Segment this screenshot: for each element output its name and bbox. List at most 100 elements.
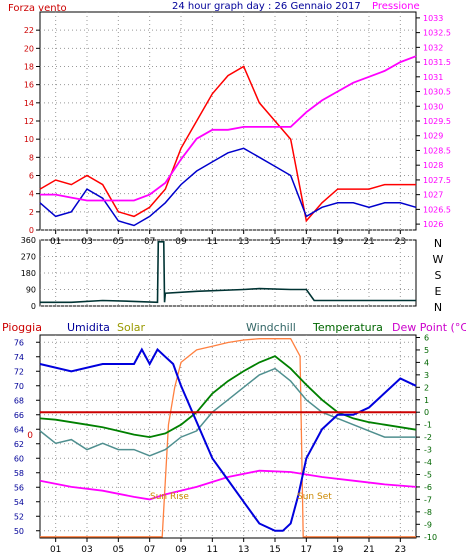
wind-tick-label: 22 [24,26,34,35]
humidity-line [39,347,417,532]
rain-zero-label: 0 [27,431,33,441]
x-tick-label: 17 [301,237,312,247]
direction-tick-label: 0 [31,302,36,311]
wind-chart: 0 2 4 6 8 10 12 14 16 18 20 22 1026 1026.5 1027 1027.5 1… [24,12,451,247]
temperature-tick-label: -8 [424,508,432,517]
wind-tick-label: 18 [24,63,34,72]
humidity-tick-label: 76 [14,338,24,347]
wind-avg-line [39,147,417,227]
windchill-line [39,367,416,457]
pressure-tick-label: 1027 [423,191,443,200]
temperature-tick-label: -3 [424,446,432,455]
pressure-tick-label: 1031 [423,73,443,82]
temperature-tick-label: 2 [424,383,429,392]
humidity-tick-label: 68 [14,396,24,405]
windchill-label: Windchill [246,321,296,334]
temperature-tick-label: -6 [424,483,432,492]
wind-gust-line [39,65,416,223]
compass-label: W [433,253,444,266]
direction-tick-label: 180 [21,269,36,278]
temperature-tick-label: -1 [424,421,432,430]
pressure-tick-label: 1026.5 [423,205,451,214]
humidity-tick-label: 54 [14,498,24,507]
temperature-label: Temperatura [312,321,383,334]
wind-tick-label: 16 [24,81,34,90]
wind-tick-label: 14 [24,99,34,108]
x-tick-label: 21 [363,545,374,555]
dewpoint-line [39,469,417,501]
pressure-tick-label: 1032.5 [423,29,451,38]
temperature-tick-label: 3 [424,371,429,380]
pressure-tick-label: 1029.5 [423,117,451,126]
temperature-line [39,355,417,439]
x-tick-label: 23 [395,545,406,555]
humidity-tick-label: 60 [14,454,24,463]
temperature-tick-label: -9 [424,520,432,529]
dewpoint-label: Dew Point (°C) [392,321,466,334]
wind-tick-label: 12 [24,117,34,126]
sunset-annotation: Sun Set [297,492,332,502]
x-tick-label: 07 [144,237,155,247]
temperature-tick-label: -10 [424,533,437,542]
wind-tick-label: 0 [29,226,34,235]
wind-tick-label: 4 [29,190,34,199]
temperature-tick-label: -4 [424,458,432,467]
solar-line [40,338,416,538]
humidity-tick-label: 64 [14,425,24,434]
sunrise-annotation: Sun Rise [150,492,189,502]
humidity-tick-label: 74 [14,353,24,362]
compass-label: N [434,301,442,314]
pressure-tick-label: 1032 [423,43,443,52]
x-tick-label: 13 [238,237,249,247]
pressure-tick-label: 1029 [423,132,443,141]
humidity-tick-label: 58 [14,469,24,478]
wind-tick-label: 8 [29,153,34,162]
temperature-tick-label: 5 [424,346,429,355]
x-tick-label: 13 [238,545,249,555]
wind-tick-label: 6 [29,172,34,181]
x-tick-label: 09 [175,237,187,247]
pressure-axis-title: Pressione [372,1,420,12]
humidity-tick-label: 56 [14,483,24,492]
pressure-tick-label: 1027.5 [423,176,451,185]
wind-tick-label: 2 [29,208,34,217]
humidity-tick-label: 52 [14,512,24,521]
x-tick-label: 11 [207,237,218,247]
wind-direction-line [40,241,416,304]
compass-label: N [434,237,442,250]
humidity-label: Umidita [67,321,110,334]
temperature-tick-label: -5 [424,470,432,479]
x-tick-label: 15 [269,545,280,555]
x-tick-label: 01 [50,237,61,247]
temperature-tick-label: -2 [424,433,432,442]
x-tick-label: 09 [175,545,187,555]
graph-title: 24 hour graph day : 26 Gennaio 2017 [172,1,361,12]
humidity-tick-label: 72 [14,367,24,376]
pressure-tick-label: 1033 [423,14,443,23]
x-tick-label: 19 [332,545,344,555]
humidity-tick-label: 50 [14,527,24,536]
direction-tick-label: 360 [21,236,36,245]
pressure-line [40,55,417,202]
humidity-tick-label: 66 [14,411,24,420]
pressure-tick-label: 1028.5 [423,146,451,155]
compass-label: E [435,285,442,298]
direction-tick-label: 270 [21,253,36,262]
temperature-tick-label: 4 [424,358,429,367]
pressure-tick-label: 1030.5 [423,88,451,97]
pressure-tick-label: 1026 [423,220,443,229]
x-tick-label: 03 [81,237,92,247]
temperature-chart: 5052545658606264666870727476-10-9-8-7-6-… [14,333,437,555]
compass-label: S [435,269,442,282]
x-tick-label: 15 [269,237,280,247]
direction-tick-label: 90 [26,286,36,295]
x-tick-label: 19 [332,237,344,247]
humidity-tick-label: 70 [14,382,24,391]
temperature-tick-label: -7 [424,495,432,504]
x-tick-label: 03 [81,545,92,555]
temperature-tick-label: 0 [424,408,429,417]
rain-label: Pioggia [2,321,42,334]
